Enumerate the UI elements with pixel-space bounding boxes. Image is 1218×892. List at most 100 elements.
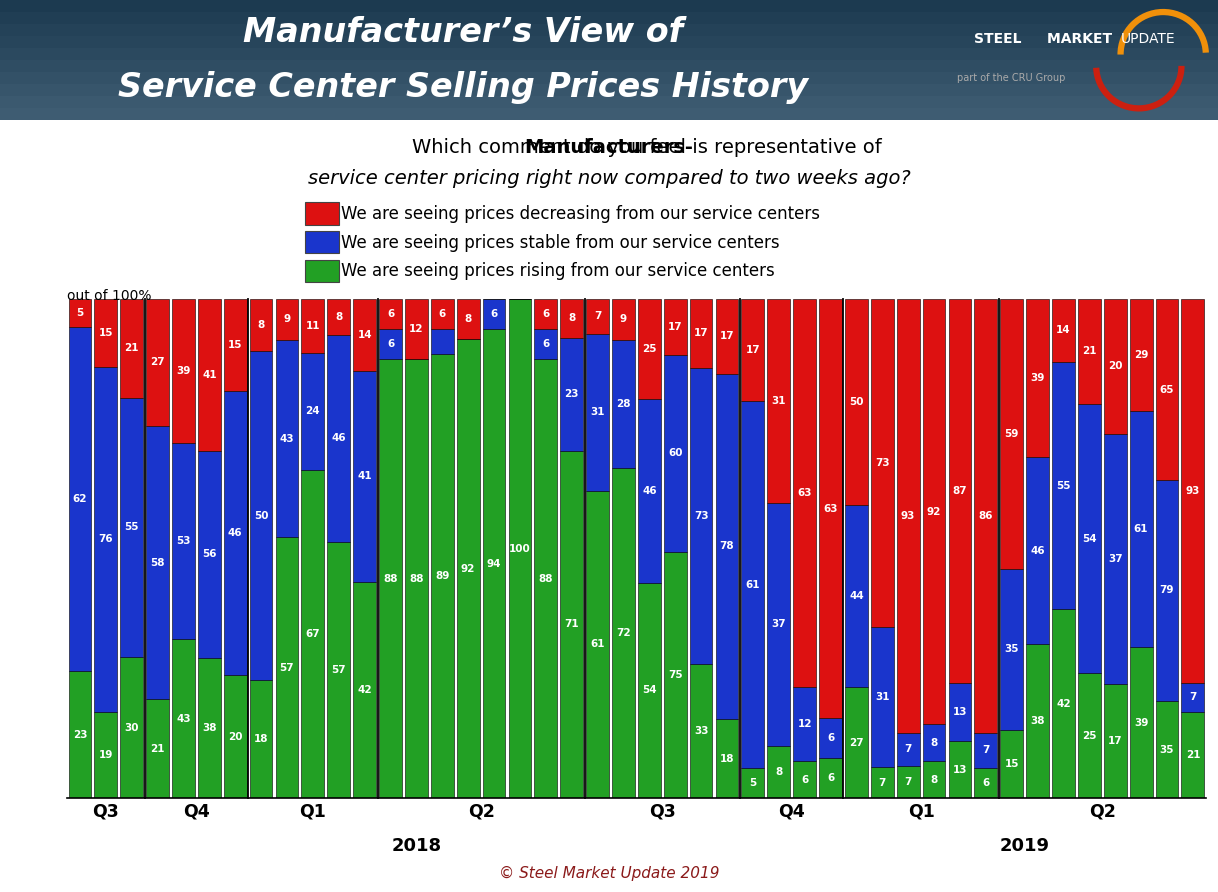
Text: 44: 44 (849, 591, 864, 601)
Bar (638, 582, 660, 798)
Bar (845, 687, 867, 798)
Text: 67: 67 (306, 629, 320, 640)
Bar (1156, 701, 1178, 798)
Text: 6: 6 (491, 309, 498, 318)
Bar (379, 359, 402, 798)
Text: 13: 13 (952, 764, 967, 774)
Bar (0, 12, 1218, 24)
Text: 29: 29 (1134, 350, 1149, 360)
Bar (716, 299, 738, 374)
Bar (250, 680, 273, 798)
Bar (586, 334, 609, 491)
Text: Which comment do you feel is representative of: Which comment do you feel is representat… (336, 137, 882, 157)
Bar (302, 299, 324, 352)
Bar (1027, 299, 1049, 458)
Bar (0, 36, 1218, 48)
Bar (742, 401, 764, 768)
Bar (871, 627, 894, 767)
Bar (664, 552, 687, 798)
Bar (68, 299, 91, 326)
Bar (95, 299, 117, 367)
Text: 33: 33 (694, 726, 709, 736)
Text: 6: 6 (542, 309, 549, 318)
Text: 78: 78 (720, 541, 734, 551)
Text: 54: 54 (1082, 533, 1096, 543)
Bar (1052, 362, 1074, 609)
Bar (1156, 299, 1178, 480)
Text: 17: 17 (1108, 736, 1123, 746)
Text: 73: 73 (694, 511, 709, 521)
Text: 20: 20 (1108, 361, 1123, 371)
Text: 7: 7 (1189, 692, 1196, 702)
Bar (689, 665, 713, 798)
Bar (353, 371, 376, 582)
Text: 17: 17 (667, 322, 682, 332)
Bar (535, 359, 557, 798)
Text: 8: 8 (257, 320, 264, 330)
Text: 55: 55 (124, 523, 139, 533)
Bar (896, 765, 920, 798)
Text: 92: 92 (927, 507, 942, 516)
Text: 9: 9 (620, 315, 627, 325)
Text: 31: 31 (875, 692, 889, 702)
Text: 19: 19 (99, 750, 113, 760)
Bar (328, 334, 350, 541)
Text: 55: 55 (1056, 481, 1071, 491)
Bar (1078, 673, 1101, 798)
Bar (923, 724, 945, 762)
Bar (121, 657, 143, 798)
Bar (121, 299, 143, 398)
Bar (406, 299, 428, 359)
Bar (535, 299, 557, 329)
Text: 2019: 2019 (1000, 837, 1050, 855)
Text: 35: 35 (1005, 644, 1019, 655)
Bar (250, 299, 273, 351)
Bar (923, 762, 945, 798)
Bar (586, 299, 609, 334)
Text: 71: 71 (564, 619, 579, 630)
Bar (1027, 458, 1049, 644)
Bar (95, 367, 117, 712)
Bar (949, 299, 971, 683)
Bar (1130, 648, 1152, 798)
Text: 21: 21 (1185, 750, 1200, 760)
Text: 93: 93 (1185, 486, 1200, 496)
Bar (974, 299, 998, 732)
Bar (1104, 299, 1127, 434)
Bar (121, 398, 143, 657)
Bar (328, 541, 350, 798)
Text: 8: 8 (568, 313, 575, 324)
Bar (896, 299, 920, 733)
Bar (1078, 299, 1101, 404)
Text: 25: 25 (1082, 731, 1096, 741)
Bar (379, 299, 402, 329)
Bar (1052, 299, 1074, 362)
Text: 65: 65 (1160, 384, 1174, 394)
Text: 21: 21 (150, 744, 164, 754)
Text: 8: 8 (931, 775, 938, 785)
Text: 46: 46 (1030, 546, 1045, 556)
Text: 94: 94 (487, 558, 502, 568)
Bar (302, 470, 324, 798)
Bar (224, 299, 246, 392)
Text: 88: 88 (384, 574, 398, 583)
Bar (716, 719, 738, 798)
Text: 31: 31 (591, 408, 605, 417)
Text: 13: 13 (952, 707, 967, 717)
Bar (0, 24, 1218, 36)
Bar (0, 72, 1218, 85)
Bar (638, 399, 660, 582)
Text: 2018: 2018 (391, 837, 441, 855)
Text: 8: 8 (464, 314, 471, 324)
Bar (689, 299, 713, 368)
Text: 9: 9 (284, 315, 291, 325)
Bar (1000, 730, 1023, 798)
Bar (974, 768, 998, 798)
Text: STEEL: STEEL (974, 31, 1027, 45)
Bar (586, 491, 609, 798)
Text: 72: 72 (616, 628, 631, 639)
Text: 6: 6 (827, 733, 834, 743)
Bar (275, 299, 298, 340)
Bar (793, 299, 816, 688)
Bar (767, 299, 790, 502)
